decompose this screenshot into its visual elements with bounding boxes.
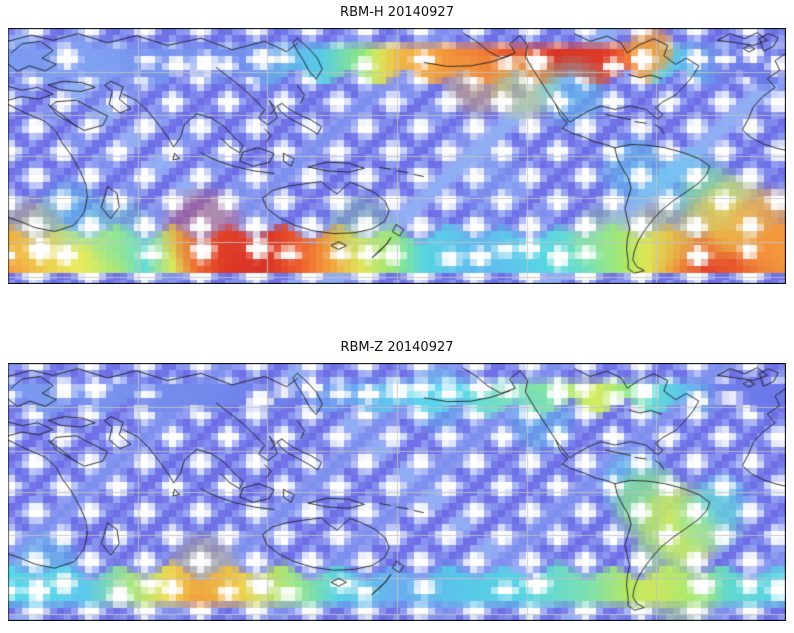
map-canvas-rbm-h — [8, 28, 786, 284]
panel-title-rbm-z: RBM-Z 20140927 — [340, 340, 454, 355]
map-canvas-rbm-z — [8, 363, 786, 621]
panel-title-rbm-h: RBM-H 20140927 — [340, 5, 454, 20]
